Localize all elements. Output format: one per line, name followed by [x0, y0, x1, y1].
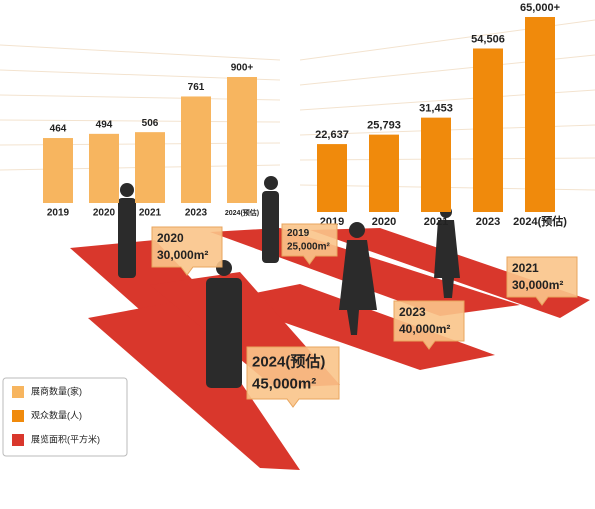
- category-label: 2023: [185, 208, 208, 219]
- category-label: 2024(预估): [513, 214, 567, 228]
- legend-box: [2, 377, 128, 457]
- category-label: 2020: [372, 216, 396, 228]
- silhouettes: [118, 176, 460, 388]
- category-label: 2020: [93, 208, 116, 219]
- callout-year: 2019: [287, 228, 310, 239]
- callout-year: 2020: [157, 231, 184, 245]
- bar: [317, 144, 347, 212]
- category-label: 2021: [424, 216, 448, 228]
- value-label: 22,637: [315, 129, 349, 141]
- callout-value: 30,000m²: [157, 248, 208, 262]
- callout-value: 30,000m²: [512, 278, 563, 292]
- bar: [525, 17, 555, 212]
- callout-box: [151, 226, 223, 276]
- callout-box: [506, 256, 578, 306]
- callout-box: [246, 346, 340, 408]
- bar: [135, 132, 165, 203]
- callout-value: 40,000m²: [399, 322, 450, 336]
- category-label: 2021: [139, 208, 162, 219]
- legend-swatch: [12, 386, 24, 398]
- legend-label: 观众数量(人): [31, 409, 82, 420]
- callout-year: 2024(预估): [252, 353, 325, 371]
- category-label: 2023: [476, 216, 500, 228]
- value-label: 65,000+: [520, 2, 560, 14]
- legend-swatch: [12, 410, 24, 422]
- legend-swatch: [12, 434, 24, 446]
- category-label: 2019: [47, 208, 70, 219]
- value-label: 54,506: [471, 33, 505, 45]
- bar: [181, 96, 211, 203]
- bar: [43, 138, 73, 203]
- bar: [473, 48, 503, 213]
- callout-value: 45,000m²: [252, 375, 316, 392]
- value-label: 464: [50, 124, 67, 135]
- callout-year: 2023: [399, 305, 426, 319]
- value-label: 900+: [231, 63, 254, 74]
- callout-value: 25,000m²: [287, 242, 330, 253]
- value-label: 494: [96, 119, 113, 130]
- value-label: 25,793: [367, 120, 401, 132]
- value-label: 31,453: [419, 103, 453, 115]
- legend-label: 展商数量(家): [31, 385, 82, 396]
- callout-box: [281, 223, 338, 265]
- bar: [89, 133, 119, 203]
- value-label: 761: [188, 82, 205, 93]
- legend-label: 展览面积(平方米): [31, 433, 100, 444]
- bar: [227, 77, 257, 203]
- bar: [421, 117, 451, 212]
- legend: 展商数量(家) 观众数量(人) 展览面积(平方米): [2, 377, 128, 457]
- callout-year: 2021: [512, 261, 539, 275]
- value-label: 506: [142, 118, 159, 129]
- floor-stripes: [70, 228, 590, 470]
- bar: [369, 134, 399, 212]
- callout-box: [393, 300, 465, 350]
- category-label: 2024(预估): [225, 208, 259, 217]
